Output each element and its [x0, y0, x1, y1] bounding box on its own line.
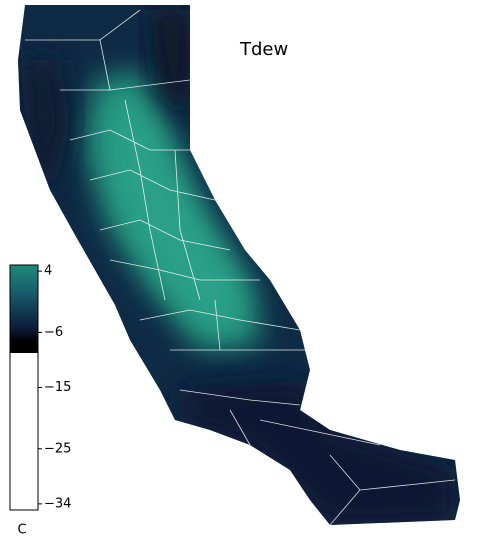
colorbar-tick-label: −15: [44, 380, 71, 395]
colorbar-tick-label: −25: [44, 441, 71, 456]
colorbar-tick-label: −6: [44, 325, 63, 340]
colorbar: [9, 264, 39, 511]
map-title: Tdew: [239, 39, 288, 60]
colorbar-unit: C: [17, 523, 26, 538]
map-area: [18, 5, 460, 526]
colorbar-tick-label: 4: [44, 264, 52, 279]
county-lines: [25, 9, 456, 526]
colorbar-tick-label: −34: [44, 496, 71, 511]
